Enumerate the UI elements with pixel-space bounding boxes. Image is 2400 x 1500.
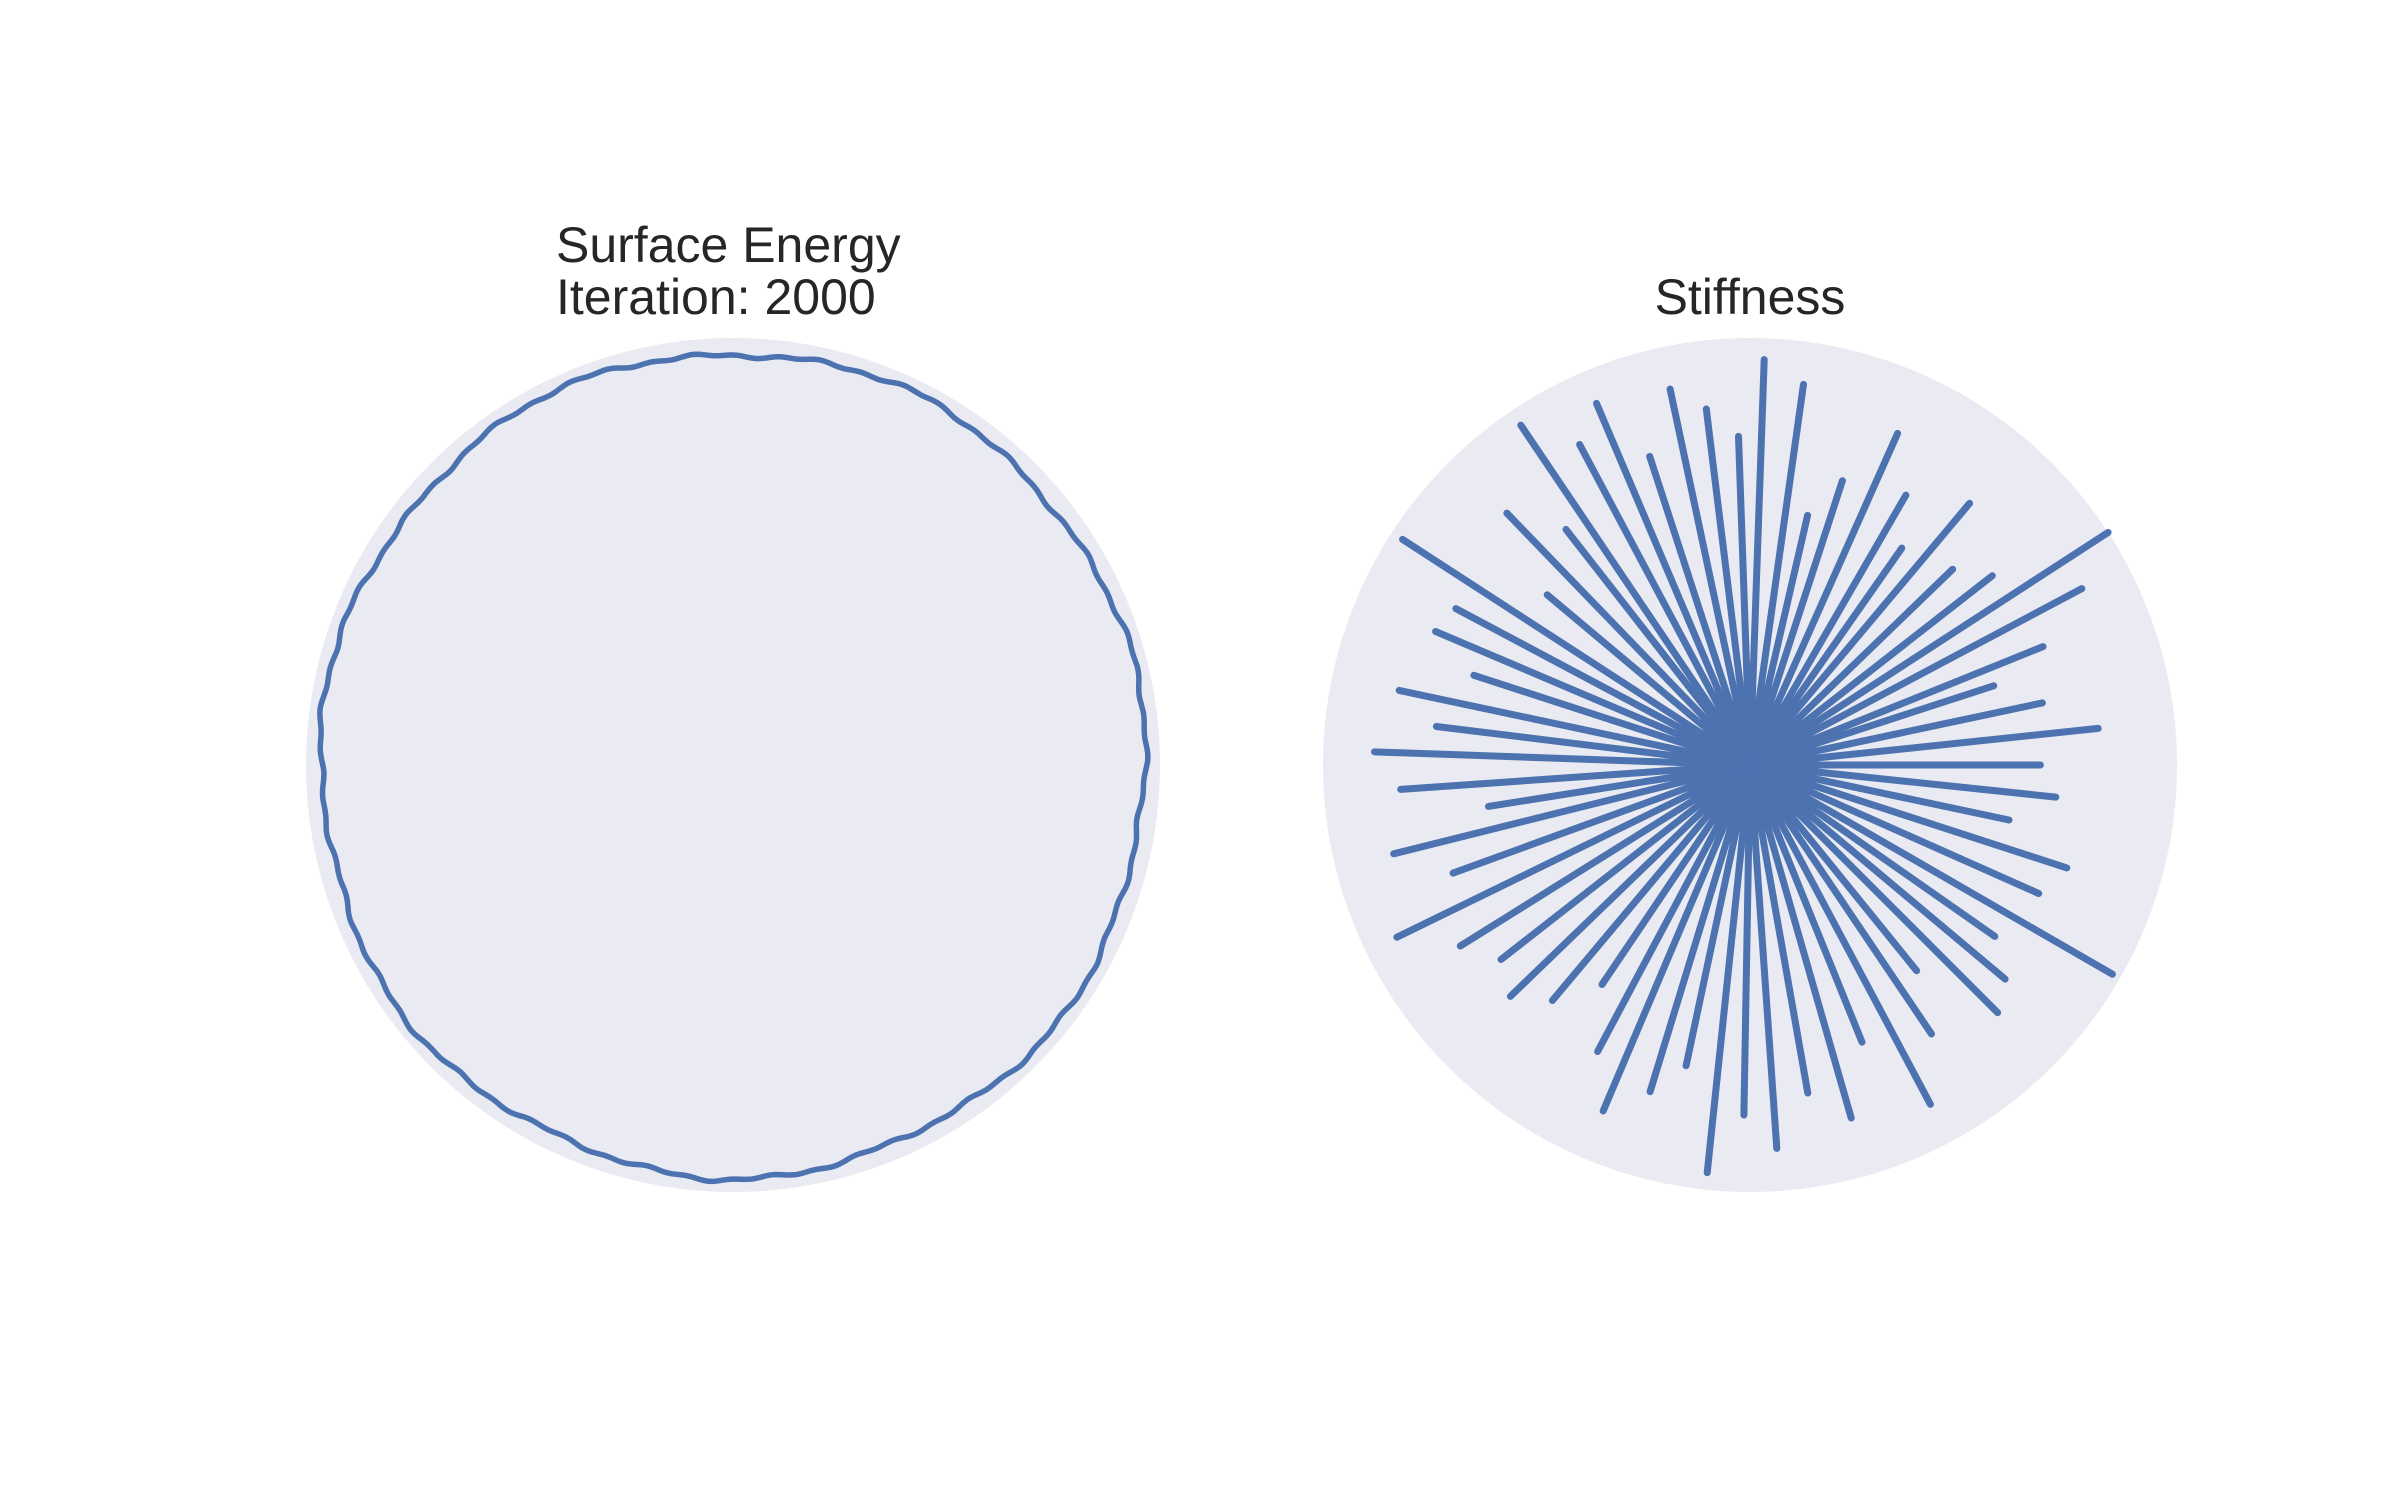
stiffness-spike-38 [1393, 761, 1754, 941]
stiffness-spike-52 [1746, 761, 1855, 1122]
stiffness-spike-15 [1746, 380, 1807, 769]
stiffness-spike-20 [1646, 452, 1754, 769]
stiffness-spike-51 [1746, 761, 1812, 1097]
stiffness-spike-60 [1746, 761, 2116, 978]
stiffness-spike-14 [1746, 511, 1812, 769]
stiffness-spike-4 [1746, 643, 2047, 769]
stiffness-spike-1 [1746, 724, 2102, 769]
stiffness-spike-63 [1746, 761, 2013, 824]
stiffness-spike-31 [1395, 686, 1754, 769]
surface-energy-panel: Surface Energy Iteration: 2000 [306, 217, 1160, 1192]
stiffness-title: Stiffness [1655, 269, 1846, 325]
stiffness-spike-13 [1746, 477, 1846, 769]
stiffness-spike-34 [1397, 761, 1754, 793]
stiffness-spike-5 [1746, 585, 2086, 769]
stiffness-spike-43 [1598, 761, 1754, 988]
stiffness-spike-27 [1399, 535, 1754, 769]
surface-energy-title-line-2: Iteration: 2000 [556, 269, 876, 325]
stiffness-spike-22 [1576, 441, 1754, 769]
stiffness-spikes [1371, 356, 2116, 1177]
stiffness-spike-32 [1432, 723, 1754, 769]
stiffness-spike-2 [1746, 699, 2046, 769]
stiffness-spike-59 [1746, 761, 1999, 940]
stiffness-spike-58 [1746, 761, 2009, 983]
stiffness-spike-42 [1548, 761, 1754, 1004]
stiffness-spike-10 [1746, 544, 1906, 769]
stiffness-spike-57 [1746, 761, 2002, 1017]
stiffness-spike-16 [1746, 356, 1768, 769]
stiffness-spike-12 [1746, 429, 1902, 769]
stiffness-spike-26 [1543, 591, 1754, 769]
stiffness-spike-28 [1452, 605, 1754, 769]
stiffness-spike-54 [1746, 761, 1934, 1108]
stiffness-spike-62 [1746, 761, 2071, 872]
stiffness-spike-55 [1746, 761, 1935, 1038]
stiffness-spike-23 [1517, 421, 1754, 769]
surface-energy-curve [317, 351, 1151, 1185]
stiffness-spike-61 [1746, 761, 2043, 897]
stiffness-panel: Stiffness [1323, 269, 2177, 1192]
stiffness-spike-47 [1682, 761, 1754, 1070]
stiffness-spike-53 [1746, 761, 1866, 1046]
stiffness-spike-19 [1666, 385, 1754, 769]
stiffness-spike-37 [1449, 761, 1754, 877]
stiffness-spike-35 [1485, 761, 1754, 810]
stiffness-spike-11 [1746, 491, 1910, 769]
stiffness-spike-45 [1599, 761, 1754, 1115]
stiffness-spike-9 [1746, 499, 1974, 769]
stiffness-spike-48 [1703, 761, 1754, 1177]
surface-energy-title-line-1: Surface Energy [556, 217, 901, 273]
stiffness-spike-29 [1432, 628, 1754, 769]
stiffness-spike-6 [1746, 528, 2112, 769]
stiffness-spike-36 [1390, 761, 1754, 858]
stiffness-spike-24 [1562, 526, 1754, 769]
surface-energy-plot-background [306, 338, 1160, 1192]
stiffness-spike-8 [1746, 565, 1957, 769]
stiffness-spike-44 [1594, 761, 1754, 1055]
stiffness-spike-49 [1740, 761, 1754, 1119]
stiffness-spike-7 [1746, 572, 1996, 769]
stiffness-spike-30 [1470, 671, 1754, 769]
stiffness-spike-17 [1735, 432, 1754, 769]
stiffness-spike-39 [1456, 761, 1754, 950]
stiffness-spike-41 [1506, 761, 1754, 1000]
stiffness-spike-18 [1702, 405, 1754, 769]
stiffness-spike-21 [1593, 399, 1754, 769]
stiffness-spike-46 [1646, 761, 1754, 1096]
stiffness-spike-64 [1746, 761, 2060, 801]
stiffness-spike-50 [1746, 761, 1781, 1152]
stiffness-spike-56 [1746, 761, 1921, 975]
stiffness-spike-25 [1503, 509, 1754, 769]
stiffness-spike-33 [1371, 748, 1754, 769]
stiffness-spike-40 [1497, 761, 1754, 963]
